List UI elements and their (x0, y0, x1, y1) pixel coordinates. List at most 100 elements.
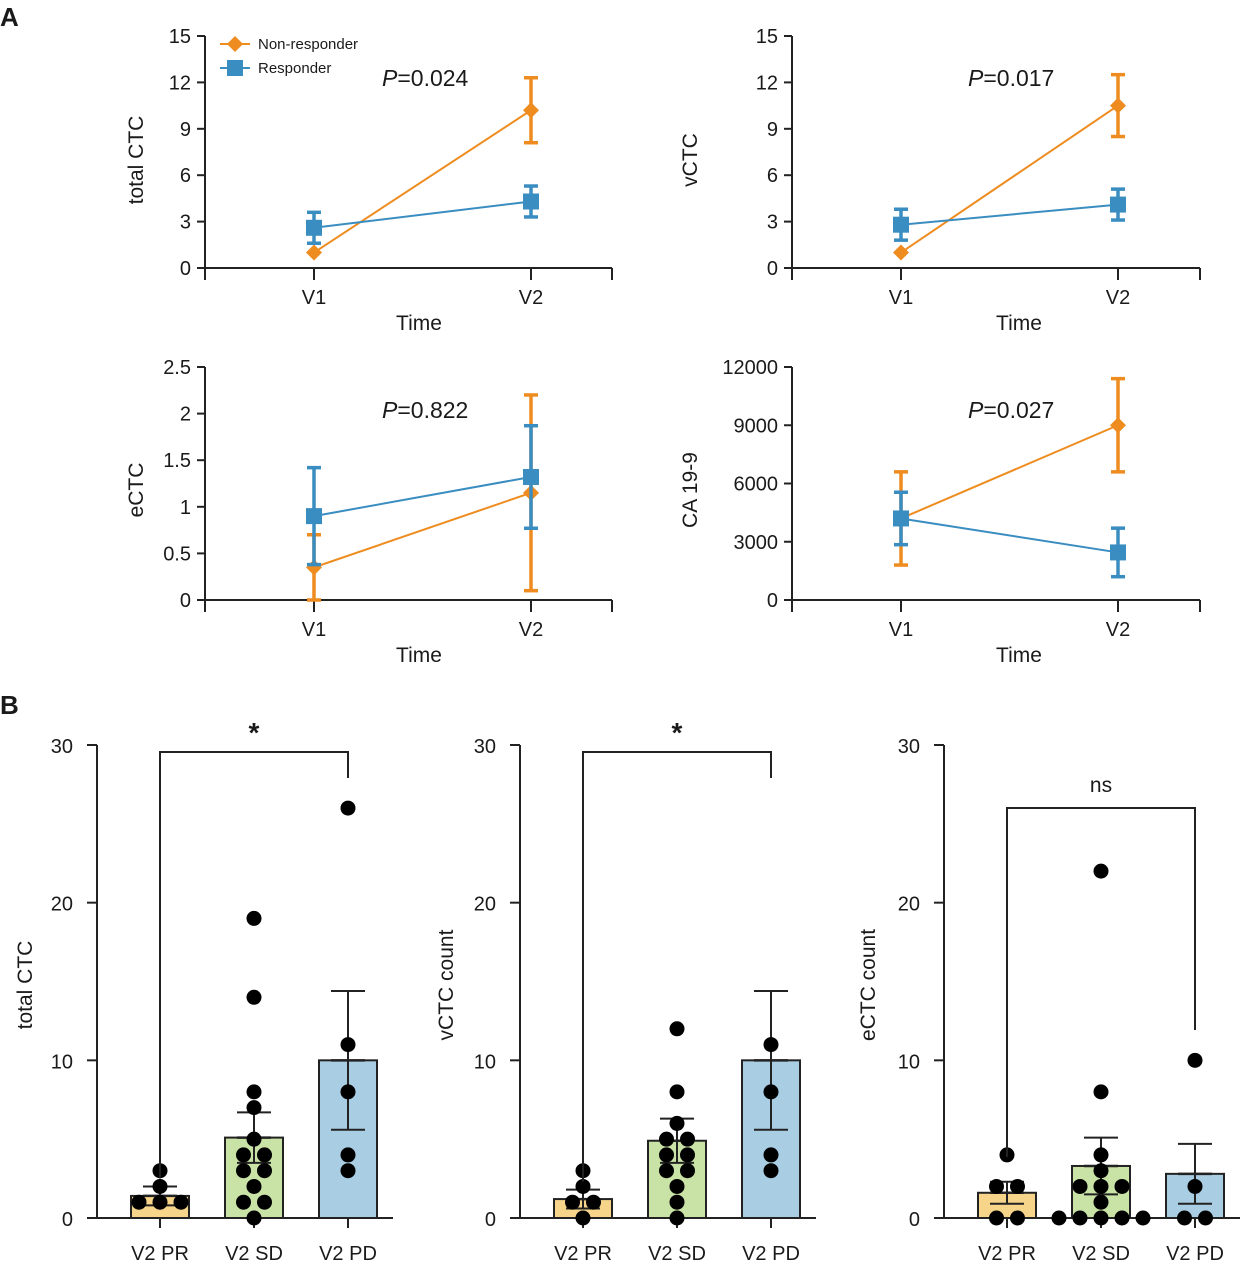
x-tick-label-v2: V2 (519, 619, 543, 641)
p-value-label: P=0.017 (968, 65, 1054, 91)
responder-series-line (313, 200, 532, 229)
y-tick-label: 0 (485, 1209, 496, 1231)
y-tick-label: 6 (180, 165, 191, 187)
y-tick-label: 20 (51, 894, 73, 916)
data-point-v2-sd (1114, 1178, 1130, 1194)
data-point-v2-sd (236, 1163, 251, 1179)
y-tick-label: 9 (767, 119, 778, 141)
chart-ectc-count-response: 0 10 20 30 eCTC count V2 PR V2 SD V2 PD ns (857, 736, 1240, 1262)
chart-vctc-time: 0 3 6 9 12 15 V1 V2 Time vCTC P=0.017 (679, 26, 1201, 335)
p-value-symbol: P (382, 397, 398, 423)
responder-point-v2 (523, 193, 539, 210)
y-tick-label: 30 (898, 736, 920, 758)
non-responder-series-line (900, 424, 1119, 520)
y-axis-label: eCTC (125, 463, 148, 518)
data-point-v2-pd (340, 1084, 356, 1100)
data-point-v2-sd (246, 1210, 262, 1226)
y-tick-label: 2 (180, 404, 191, 426)
x-tick-label-v2-sd: V2 SD (225, 1243, 283, 1262)
x-tick-label-v2: V2 (1106, 619, 1130, 641)
responder-point-v2 (523, 468, 539, 485)
data-point-v2-sd (680, 1147, 695, 1163)
y-tick-label: 30 (51, 736, 73, 758)
non-responder-point-v1 (306, 244, 322, 261)
data-point-v2-pd (340, 800, 356, 816)
y-tick-label: 3 (767, 212, 778, 234)
data-point-v2-sd (1093, 1163, 1109, 1179)
chart-ectc-time: 0 0.5 1 1.5 2 2.5 V1 V2 Time eCTC P=0.822 (125, 357, 613, 667)
y-tick-label: 0 (767, 590, 778, 612)
x-tick-label-v2-pr: V2 PR (978, 1243, 1036, 1262)
responder-point-v1 (306, 508, 322, 525)
data-point-v2-sd (246, 910, 262, 926)
p-value-number: =0.027 (983, 397, 1054, 423)
y-axis-label: total CTC (14, 941, 37, 1030)
y-tick-label: 0 (180, 590, 191, 612)
data-point-v2-sd (659, 1147, 674, 1163)
significance-bracket (159, 751, 349, 1179)
y-tick-label: 20 (474, 894, 496, 916)
data-point-v2-pr (173, 1194, 189, 1210)
data-point-v2-sd (669, 1194, 685, 1210)
data-point-v2-sd (669, 1178, 685, 1194)
p-value-symbol: P (968, 397, 984, 423)
y-tick-label: 12000 (722, 357, 778, 379)
y-tick-label: 12 (169, 72, 191, 94)
x-tick-label-v2-sd: V2 SD (1072, 1243, 1130, 1262)
data-point-v2-sd (1093, 1194, 1109, 1210)
p-value-label: P=0.822 (382, 397, 468, 423)
responder-series-line (900, 203, 1119, 226)
non-responder-point-v2 (523, 102, 539, 119)
responder-point-v2 (1110, 544, 1126, 561)
x-tick-label-v2-pd: V2 PD (319, 1243, 377, 1262)
chart-total-ctc-response: 0 10 20 30 total CTC V2 PR V2 SD V2 PD * (14, 717, 393, 1262)
y-tick-label: 0.5 (163, 543, 191, 565)
y-tick-label: 6 (767, 165, 778, 187)
x-tick-label-v2: V2 (519, 287, 543, 309)
non-responder-series-line (900, 104, 1119, 254)
data-point-v2-sd (236, 1194, 251, 1210)
p-value-symbol: P (968, 65, 984, 91)
data-point-v2-sd (659, 1131, 674, 1147)
x-axis-label: Time (996, 644, 1042, 667)
non-responder-series-line (313, 491, 532, 569)
x-axis-label: Time (396, 644, 442, 667)
data-point-v2-sd (669, 1084, 685, 1100)
responder-point-v1 (893, 510, 909, 527)
data-point-v2-sd (246, 1084, 262, 1100)
data-point-v2-pd (1187, 1052, 1203, 1068)
x-axis-label: Time (996, 312, 1042, 335)
x-tick-label-v2-sd: V2 SD (648, 1243, 706, 1262)
y-tick-label: 15 (756, 26, 778, 48)
data-point-v2-sd (1135, 1210, 1151, 1226)
p-value-symbol: P (382, 65, 398, 91)
y-tick-label: 6000 (734, 474, 779, 496)
y-tick-label: 9 (180, 119, 191, 141)
legend-non-responder-label: Non-responder (258, 36, 358, 53)
x-tick-label-v2-pd: V2 PD (1166, 1243, 1224, 1262)
panel-label-a: A (0, 2, 19, 32)
legend: Non-responder Responder (220, 36, 358, 77)
chart-ca199-time: 0 3000 6000 9000 12000 V1 V2 Time CA 19-9 P=0.027 (679, 357, 1201, 667)
data-point-v2-sd (1051, 1210, 1067, 1226)
x-axis-label: Time (396, 312, 442, 335)
data-point-v2-pd (340, 1163, 356, 1179)
x-tick-label-v2-pr: V2 PR (131, 1243, 189, 1262)
data-point-v2-sd (246, 1178, 262, 1194)
data-point-v2-sd (1093, 1084, 1109, 1100)
data-point-v2-sd (1093, 1210, 1109, 1226)
data-point-v2-sd (1093, 863, 1109, 879)
data-point-v2-sd (1093, 1178, 1109, 1194)
y-tick-label: 0 (180, 258, 191, 280)
data-point-v2-sd (246, 1131, 262, 1147)
y-tick-label: 1 (180, 497, 191, 519)
legend-responder-label: Responder (258, 60, 331, 77)
significance-bracket (582, 751, 772, 1182)
data-point-v2-pd (763, 1163, 779, 1179)
p-value-label: P=0.024 (382, 65, 469, 91)
data-point-v2-pd (340, 1037, 356, 1053)
y-axis-label: vCTC count (435, 929, 458, 1040)
p-value-number: =0.017 (983, 65, 1054, 91)
data-point-v2-sd (669, 1115, 685, 1131)
